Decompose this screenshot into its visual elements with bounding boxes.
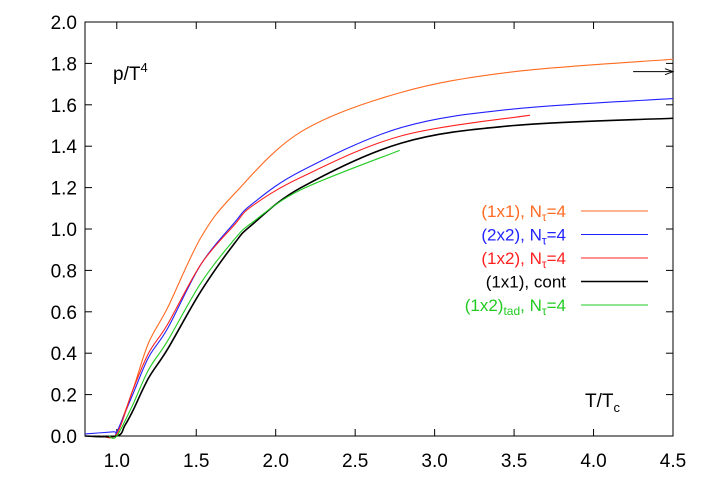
x-tick-label: 2.0: [262, 451, 288, 472]
y-tick-label: 1.6: [51, 96, 77, 117]
y-tick-label: 2.0: [51, 13, 77, 34]
series-line: [108, 149, 400, 439]
series-line: [100, 114, 531, 439]
x-tick-label: 1.5: [183, 451, 209, 472]
y-tick-label: 0.4: [51, 344, 78, 365]
series-line: [116, 58, 674, 435]
x-tick-label: 4.0: [580, 451, 606, 472]
y-tick-label: 1.4: [51, 137, 78, 158]
legend-label: (1x2), Nτ=4: [481, 249, 566, 271]
y-tick-label: 1.8: [51, 54, 77, 75]
legend-label: (1x2)tad, Nτ=4: [465, 296, 566, 318]
y-tick-label: 0.2: [51, 386, 77, 407]
series-line: [84, 117, 674, 438]
legend-label: (1x1), cont: [486, 273, 567, 292]
x-tick-label: 3.5: [501, 451, 527, 472]
x-tick-label: 4.5: [660, 451, 686, 472]
plot-frame: [84, 21, 674, 437]
y-tick-label: 0.0: [51, 427, 77, 448]
y-axis-label: p/T4: [113, 60, 148, 85]
arrowhead-icon: [664, 68, 675, 76]
legend-label: (1x1), Nτ=4: [481, 202, 566, 224]
y-tick-label: 0.8: [51, 261, 77, 282]
y-tick-label: 1.2: [51, 179, 77, 200]
y-tick-label: 0.6: [51, 303, 77, 324]
legend-label: (2x2), Nτ=4: [481, 226, 566, 248]
x-tick-label: 1.0: [104, 451, 130, 472]
series-line: [84, 98, 674, 436]
x-tick-label: 2.5: [342, 451, 368, 472]
x-tick-label: 3.0: [421, 451, 447, 472]
x-axis-label: T/Tc: [585, 391, 621, 415]
y-tick-label: 1.0: [51, 220, 77, 241]
